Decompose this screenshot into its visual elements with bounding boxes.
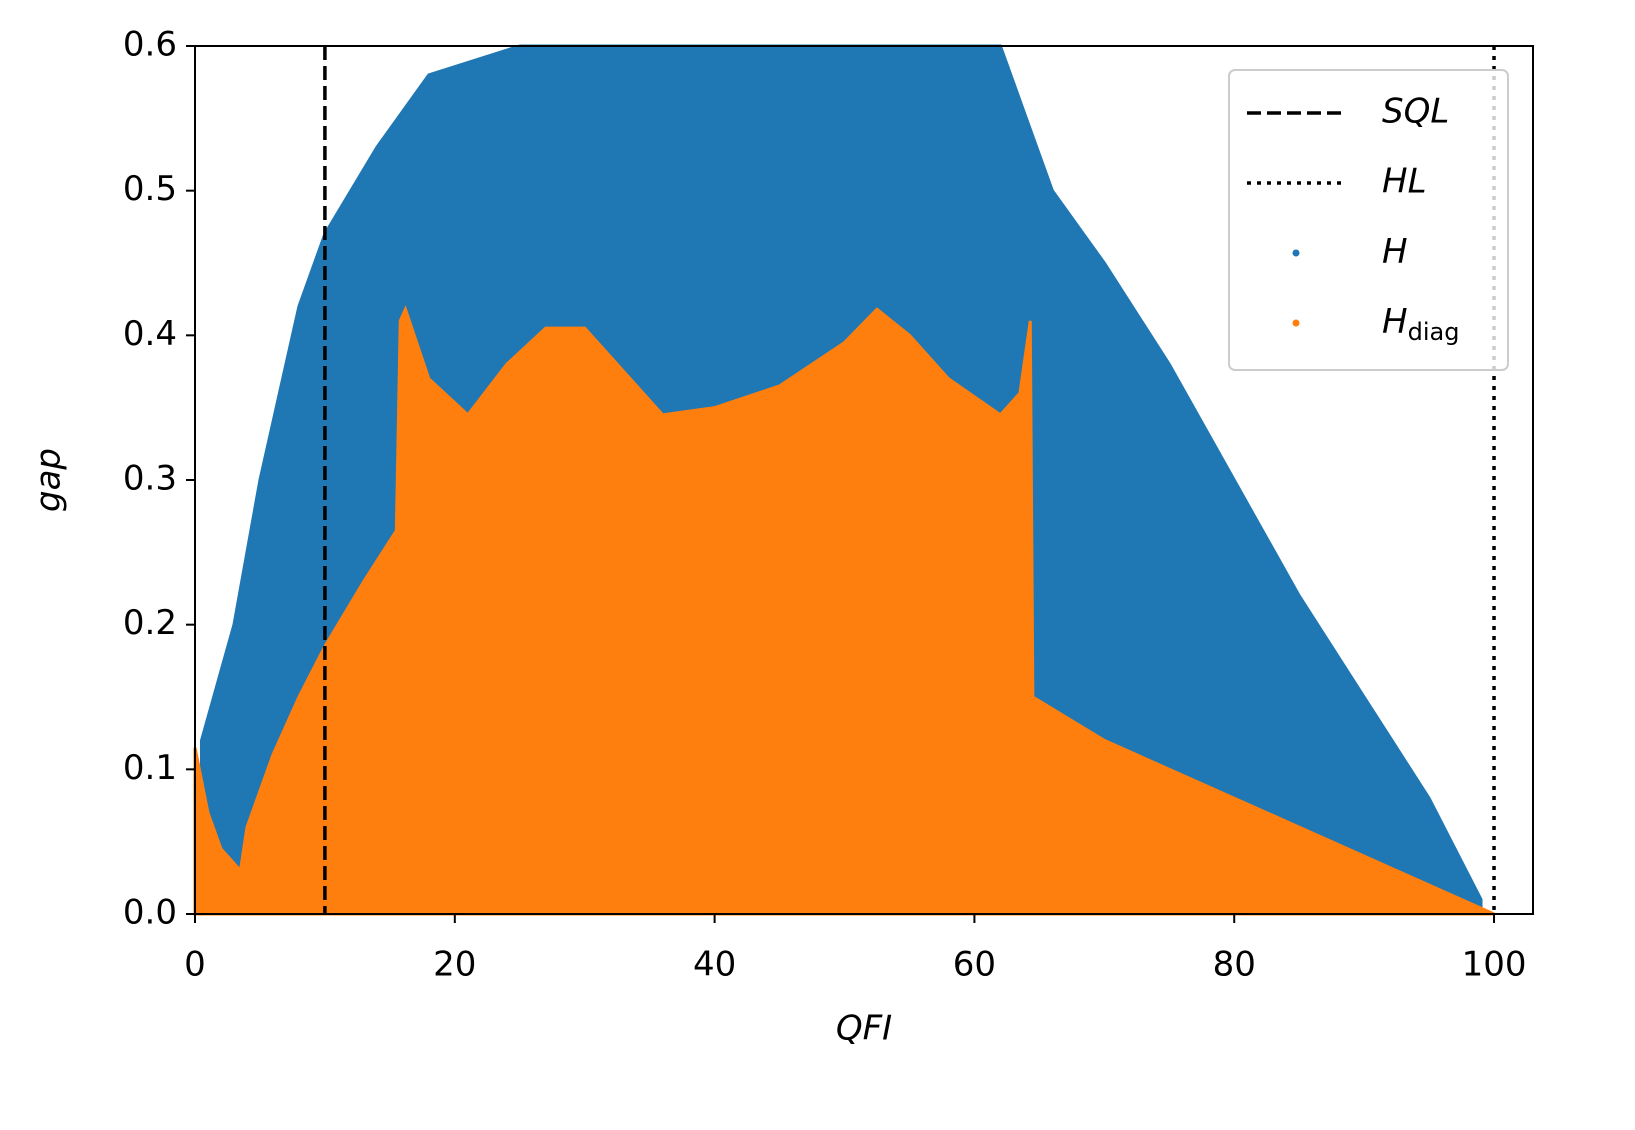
y-tick-label: 0.2 (123, 603, 177, 643)
legend-label-main: H (1382, 302, 1408, 342)
legend-label: SQL (1382, 92, 1449, 132)
legend-label-main: H (1382, 232, 1408, 272)
legend-box (1228, 69, 1509, 371)
scatter-area (193, 305, 1495, 916)
legend-label-subscript: diag (1408, 318, 1460, 346)
legend-label: HL (1382, 162, 1427, 202)
x-axis-label: QFI (836, 1009, 892, 1049)
x-tick-label: 0 (184, 945, 206, 985)
y-tick-label: 0.5 (123, 169, 177, 209)
legend-marker (1292, 319, 1300, 327)
legend-marker (1292, 249, 1300, 257)
x-tick-label: 100 (1462, 945, 1527, 985)
x-tick-label: 20 (433, 945, 476, 985)
legend-label: Hdiag (1382, 302, 1459, 347)
x-tick-label: 80 (1213, 945, 1256, 985)
y-tick-label: 0.1 (123, 748, 177, 788)
x-tick-label: 40 (693, 945, 736, 985)
y-tick-label: 0.3 (123, 459, 177, 499)
y-tick-label: 0.6 (123, 25, 177, 65)
legend-label: H (1382, 232, 1408, 272)
y-axis-label: gap (29, 448, 69, 512)
y-tick-label: 0.0 (123, 893, 177, 933)
y-tick-label: 0.4 (123, 314, 177, 354)
x-tick-label: 60 (953, 945, 996, 985)
